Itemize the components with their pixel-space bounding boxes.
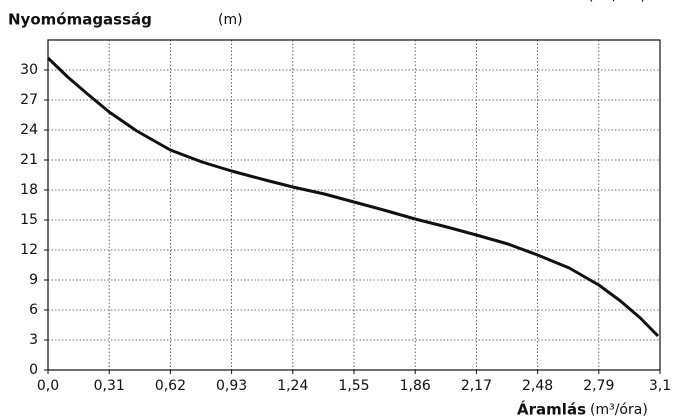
x-tick-label: 0,93 <box>216 378 247 394</box>
y-tick-label: 9 <box>29 272 38 288</box>
x-tick-label: 0,0 <box>37 378 59 394</box>
y-tick-label: 30 <box>20 62 38 78</box>
x-tick-label: 1,24 <box>277 378 308 394</box>
x-tick-label: 2,79 <box>583 378 614 394</box>
y-tick-label: 3 <box>29 332 38 348</box>
y-tick-label: 27 <box>20 92 38 108</box>
y-axis-unit: (m) <box>218 12 243 28</box>
x-axis-unit-cropped: (m³/óra) <box>588 0 646 4</box>
x-tick-label: 3,1 <box>649 378 671 394</box>
x-tick-label: 2,48 <box>522 378 553 394</box>
y-tick-label: 12 <box>20 242 38 258</box>
y-tick-label: 18 <box>20 182 38 198</box>
y-axis-label: Nyomómagasság <box>8 11 152 29</box>
y-tick-label: 6 <box>29 302 38 318</box>
y-tick-label: 21 <box>20 152 38 168</box>
x-axis-label: Áramlás <box>517 400 586 419</box>
x-tick-label: 1,86 <box>400 378 431 394</box>
x-axis-unit: (m³/óra) <box>590 402 648 418</box>
x-tick-label: 0,31 <box>94 378 125 394</box>
x-tick-label: 1,55 <box>338 378 369 394</box>
x-tick-label: 0,62 <box>155 378 186 394</box>
x-axis-label-cropped: Áramlás <box>520 0 584 4</box>
curve <box>46 56 660 338</box>
x-tick-label: 2,17 <box>461 378 492 394</box>
plot-frame <box>47 39 661 371</box>
y-tick-label: 0 <box>29 362 38 378</box>
y-tick-label: 24 <box>20 122 38 138</box>
y-tick-label: 15 <box>20 212 38 228</box>
